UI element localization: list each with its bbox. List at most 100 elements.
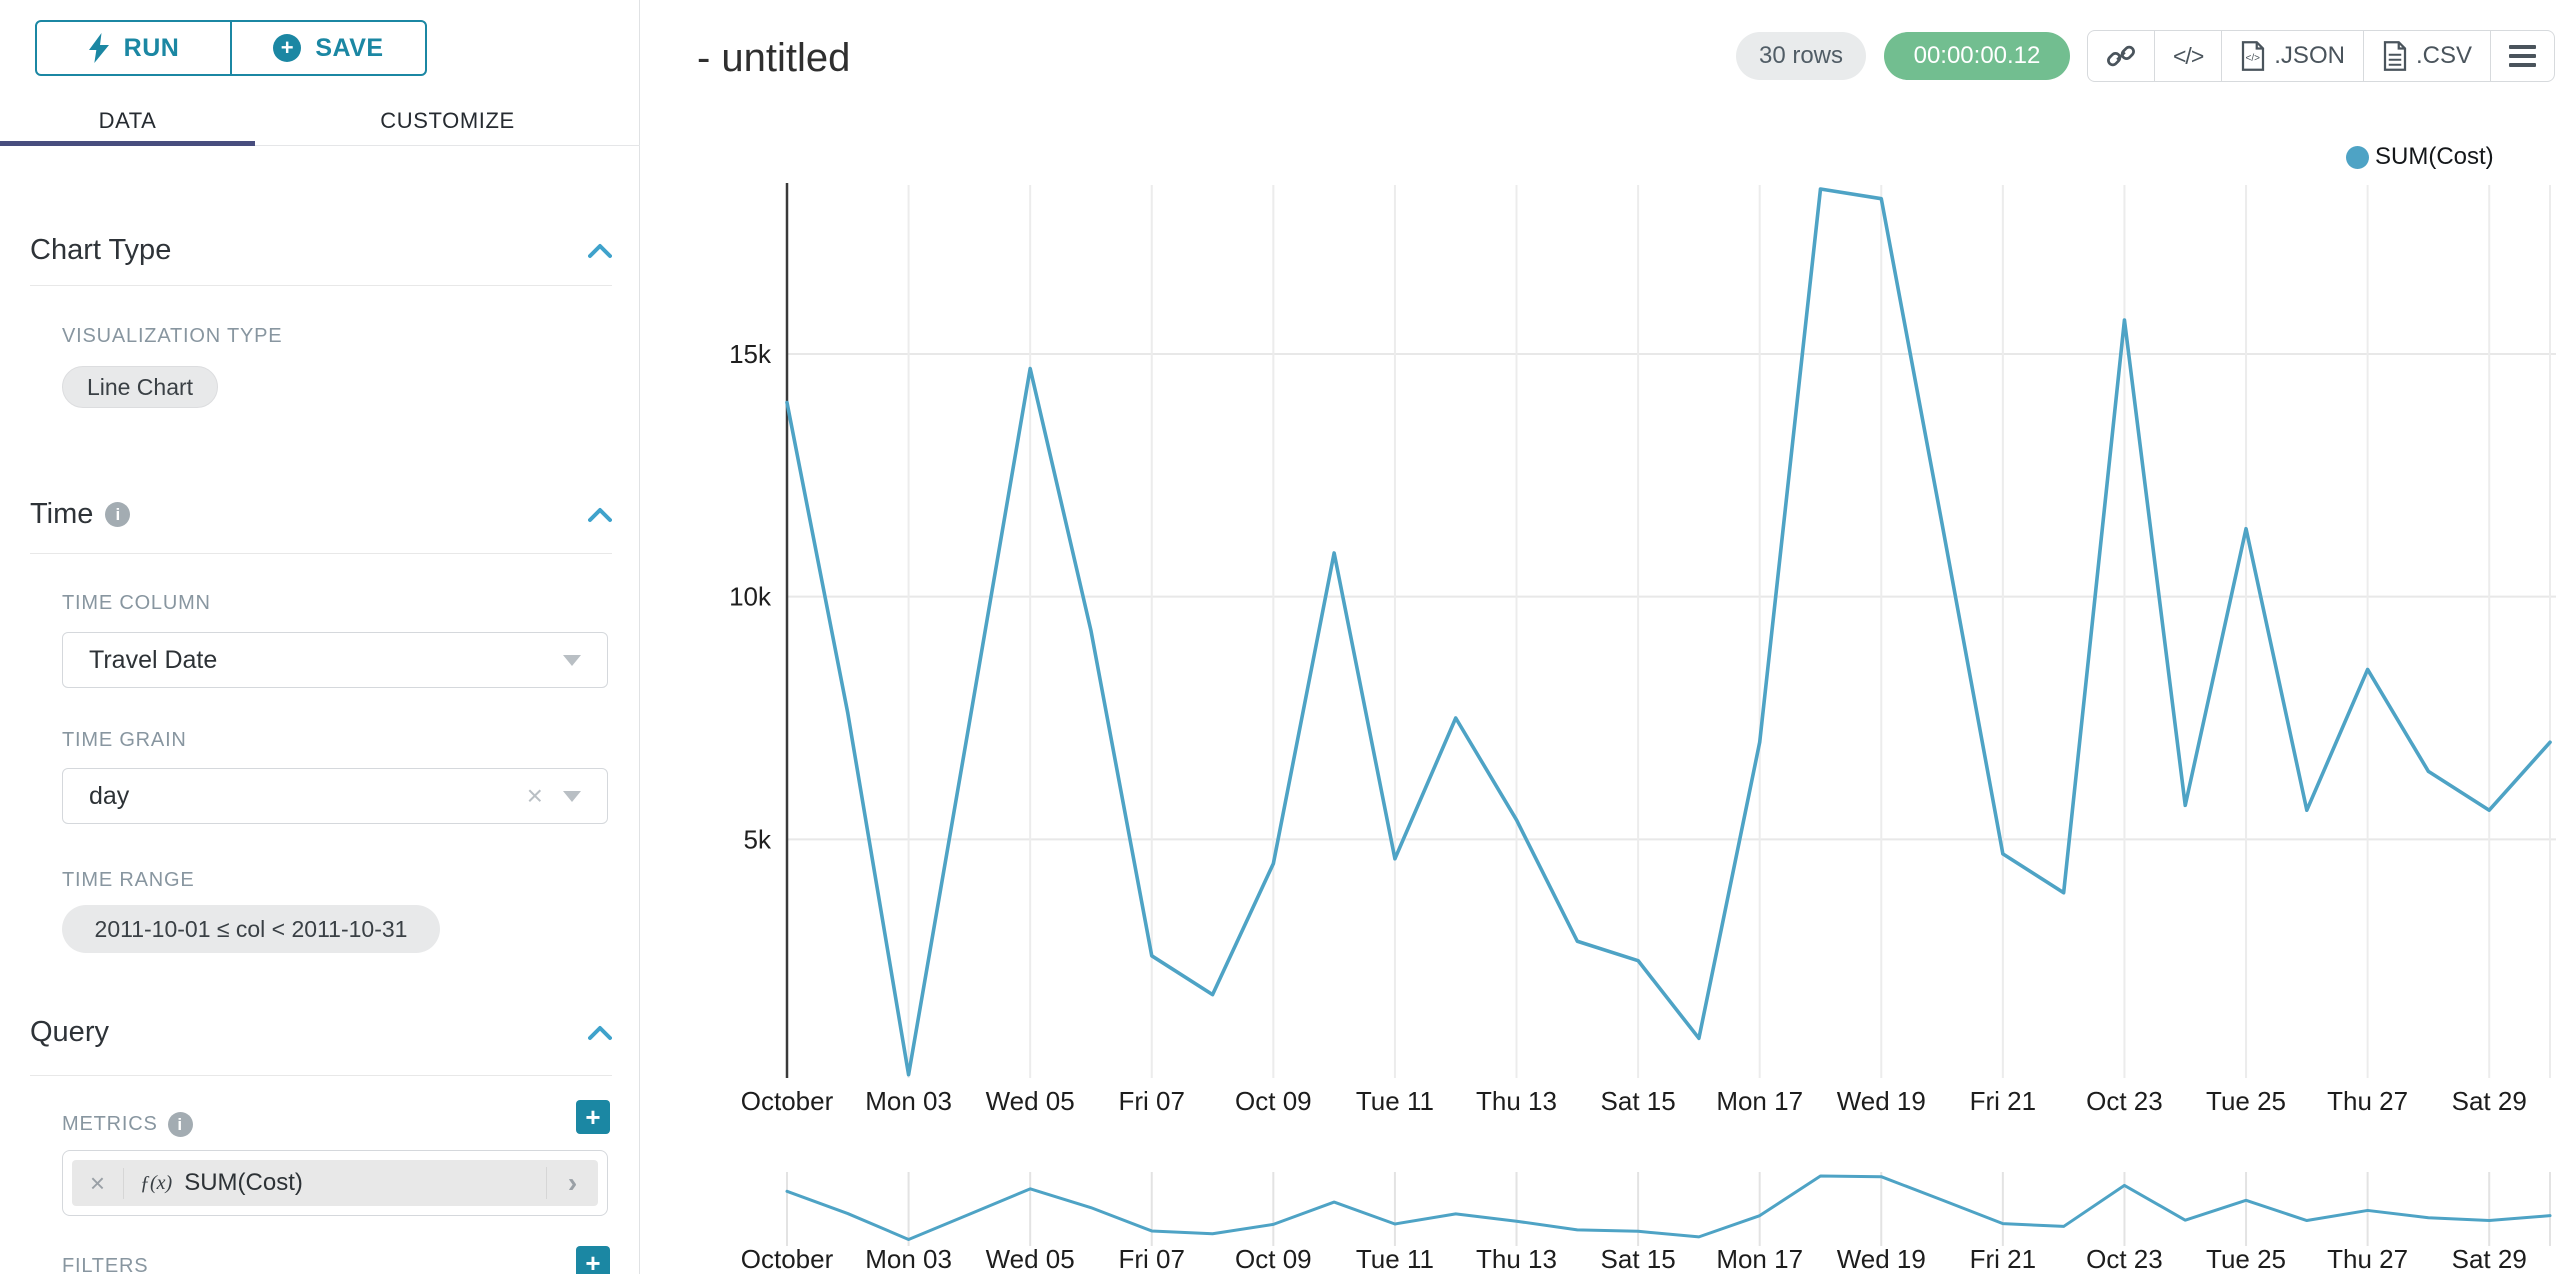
divider xyxy=(30,553,612,554)
run-save-button-group: RUN + SAVE xyxy=(35,20,427,76)
control-tabs: DATA CUSTOMIZE xyxy=(0,96,640,146)
x-axis-label: Mon 03 xyxy=(865,1086,952,1116)
viz-type-value: Line Chart xyxy=(86,373,194,400)
save-button[interactable]: + SAVE xyxy=(230,22,425,74)
remove-metric-icon[interactable]: × xyxy=(72,1167,124,1199)
x-axis-label: Oct 23 xyxy=(2086,1086,2163,1116)
time-column-select[interactable]: Travel Date xyxy=(62,632,608,688)
mini-x-axis-label: October xyxy=(741,1244,834,1274)
fx-icon: ƒ(x) xyxy=(140,1171,173,1194)
x-axis-label: Tue 11 xyxy=(1356,1086,1434,1116)
mini-x-axis-label: Mon 17 xyxy=(1716,1244,1803,1274)
link-icon xyxy=(2107,45,2135,67)
time-column-label: TIME COLUMN xyxy=(62,592,211,614)
legend-series-dot xyxy=(2346,145,2369,169)
mini-x-axis-label: Tue 25 xyxy=(2206,1244,2286,1274)
tab-data-label: DATA xyxy=(98,107,157,133)
mini-x-axis-label: Oct 23 xyxy=(2086,1244,2163,1274)
save-button-label: SAVE xyxy=(315,33,384,62)
time-grain-value: day xyxy=(89,781,130,810)
x-axis-label: Sat 29 xyxy=(2452,1086,2527,1116)
chevron-up-icon[interactable] xyxy=(588,1025,612,1041)
legend-series-label: SUM(Cost) xyxy=(2375,143,2494,170)
row-count-badge: 30 rows xyxy=(1736,32,1866,80)
time-section-header[interactable]: Time i xyxy=(30,498,612,531)
export-json-button[interactable]: </> .JSON xyxy=(2221,31,2363,81)
svg-text:</>: </> xyxy=(2246,53,2261,64)
add-filter-button[interactable]: + xyxy=(576,1246,610,1274)
time-section-title: Time i xyxy=(30,498,131,531)
tab-data[interactable]: DATA xyxy=(0,96,255,146)
mini-x-axis-label: Wed 05 xyxy=(986,1244,1075,1274)
x-axis-label: Thu 13 xyxy=(1476,1086,1557,1116)
y-axis-label: 10k xyxy=(729,582,772,612)
view-query-button[interactable]: </> xyxy=(2154,31,2221,81)
add-metric-button[interactable]: + xyxy=(576,1100,610,1134)
mini-x-axis-label: Thu 13 xyxy=(1476,1244,1557,1274)
mini-x-axis-label: Fri 21 xyxy=(1970,1244,2036,1274)
query-timer-badge: 00:00:00.12 xyxy=(1884,32,2070,80)
metric-container: × ƒ(x) SUM(Cost) › xyxy=(62,1150,608,1216)
mini-x-axis-label: Wed 19 xyxy=(1837,1244,1926,1274)
mini-x-axis-label: Mon 03 xyxy=(865,1244,952,1274)
y-axis-label: 15k xyxy=(729,339,772,369)
x-axis-label: Mon 17 xyxy=(1716,1086,1803,1116)
json-button-label: .JSON xyxy=(2274,42,2345,69)
query-section-header[interactable]: Query xyxy=(30,1016,612,1049)
x-axis-label: Fri 21 xyxy=(1970,1086,2036,1116)
mini-chart-line[interactable] xyxy=(785,1174,2552,1241)
time-range-value: 2011-10-01 ≤ col < 2011-10-31 xyxy=(94,915,408,942)
chevron-up-icon[interactable] xyxy=(588,507,612,523)
x-axis-label: Thu 27 xyxy=(2327,1086,2408,1116)
hamburger-menu-icon xyxy=(2508,45,2536,67)
main-chart-line[interactable] xyxy=(785,187,2552,1077)
metric-value: SUM(Cost) xyxy=(184,1169,303,1196)
divider xyxy=(30,285,612,286)
csv-file-icon xyxy=(2383,41,2407,71)
x-axis-label: Sat 15 xyxy=(1601,1086,1676,1116)
mini-x-axis-label: Sat 29 xyxy=(2452,1244,2527,1274)
mini-x-axis-label: Thu 27 xyxy=(2327,1244,2408,1274)
chevron-up-icon[interactable] xyxy=(588,243,612,259)
time-grain-label: TIME GRAIN xyxy=(62,729,187,751)
chevron-right-icon[interactable]: › xyxy=(546,1167,598,1199)
run-button[interactable]: RUN xyxy=(37,22,230,74)
query-section-title: Query xyxy=(30,1016,109,1048)
tab-customize-label: CUSTOMIZE xyxy=(380,107,515,133)
code-icon: </> xyxy=(2173,42,2204,69)
info-icon: i xyxy=(167,1112,193,1137)
divider xyxy=(30,1075,612,1076)
export-csv-button[interactable]: .CSV xyxy=(2362,31,2490,81)
time-grain-select[interactable]: day × xyxy=(62,768,608,824)
clear-icon[interactable]: × xyxy=(526,780,543,811)
x-axis-label: Oct 09 xyxy=(1235,1086,1312,1116)
chart-legend[interactable]: SUM(Cost) xyxy=(2346,143,2494,171)
time-range-value-pill[interactable]: 2011-10-01 ≤ col < 2011-10-31 xyxy=(62,905,440,953)
control-panel-sidebar: RUN + SAVE DATA CUSTOMIZE Chart Type VIS… xyxy=(0,0,640,1274)
viz-type-value-pill[interactable]: Line Chart xyxy=(62,366,218,408)
lightning-bolt-icon xyxy=(88,33,109,63)
x-axis-label: Fri 07 xyxy=(1119,1086,1185,1116)
y-axis-label: 5k xyxy=(744,824,772,854)
chevron-down-icon xyxy=(563,654,581,666)
chevron-down-icon xyxy=(563,790,581,802)
x-axis-label: October xyxy=(741,1086,834,1116)
mini-x-axis-label: Tue 11 xyxy=(1356,1244,1434,1274)
mini-x-axis-label: Fri 07 xyxy=(1119,1244,1185,1274)
chart-title[interactable]: - untitled xyxy=(697,36,851,80)
chart-type-section-header[interactable]: Chart Type xyxy=(30,234,612,267)
viz-type-label: VISUALIZATION TYPE xyxy=(62,325,283,347)
json-file-icon: </> xyxy=(2242,41,2265,71)
chart-type-section-title: Chart Type xyxy=(30,234,172,266)
x-axis-label: Wed 19 xyxy=(1837,1086,1926,1116)
filters-label: FILTERS xyxy=(62,1255,149,1274)
tab-customize[interactable]: CUSTOMIZE xyxy=(255,96,640,145)
chart-menu-button[interactable] xyxy=(2489,31,2554,81)
plus-circle-icon: + xyxy=(273,34,302,62)
mini-x-axis-label: Oct 09 xyxy=(1235,1244,1312,1274)
info-icon: i xyxy=(105,502,131,527)
x-axis-label: Tue 25 xyxy=(2206,1086,2286,1116)
share-link-button[interactable] xyxy=(2088,31,2154,81)
metric-pill[interactable]: × ƒ(x) SUM(Cost) › xyxy=(72,1160,598,1206)
